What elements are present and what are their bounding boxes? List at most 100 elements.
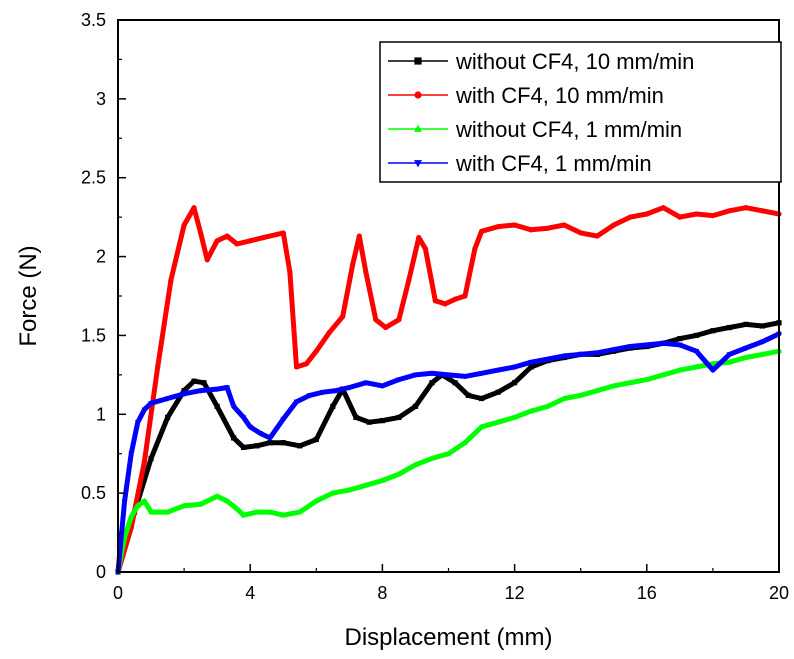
- data-point: [594, 233, 600, 239]
- data-point: [462, 374, 468, 380]
- data-point: [495, 224, 501, 230]
- data-point: [577, 392, 584, 398]
- data-point: [224, 385, 230, 391]
- data-point: [693, 349, 700, 355]
- legend-item: with CF4, 1 mm/min: [388, 151, 652, 176]
- data-point: [759, 208, 766, 214]
- data-point: [528, 227, 534, 233]
- data-point: [743, 345, 749, 352]
- data-point: [313, 348, 319, 354]
- data-point: [429, 371, 435, 377]
- data-point: [710, 212, 716, 219]
- data-point: [643, 342, 650, 349]
- data-point: [350, 261, 356, 268]
- data-point: [313, 436, 319, 443]
- x-tick-label: 12: [505, 583, 525, 603]
- x-tick-label: 8: [377, 583, 387, 603]
- data-point: [610, 382, 617, 388]
- data-point: [472, 246, 478, 252]
- data-point: [759, 351, 766, 357]
- y-axis: 0 0.5 1 1.5 2 2.5 3 3.5: [81, 10, 126, 582]
- data-point: [511, 414, 518, 420]
- data-point: [164, 414, 171, 421]
- data-point: [297, 443, 303, 449]
- data-point: [214, 403, 220, 409]
- data-point: [198, 230, 204, 236]
- data-point: [660, 205, 666, 211]
- x-axis: 0 4 8 12 16 20: [113, 564, 789, 603]
- data-point: [594, 350, 601, 356]
- data-point: [267, 440, 273, 446]
- plot-series: [115, 205, 782, 576]
- data-point: [333, 388, 339, 394]
- legend-item: without CF4, 1 mm/min: [388, 117, 682, 142]
- data-point: [422, 246, 428, 252]
- data-point: [254, 443, 260, 449]
- data-point: [429, 380, 435, 386]
- data-point: [495, 419, 501, 425]
- legend-marker: [414, 160, 422, 168]
- data-point: [396, 471, 402, 477]
- data-point: [495, 368, 501, 374]
- data-point: [627, 214, 633, 220]
- data-point: [181, 222, 187, 228]
- x-tick-label: 20: [769, 583, 789, 603]
- data-point: [168, 277, 174, 283]
- data-point: [346, 385, 353, 391]
- data-point: [726, 324, 733, 331]
- data-point: [660, 341, 667, 347]
- data-point: [280, 230, 286, 236]
- data-point: [452, 380, 458, 386]
- data-point: [379, 417, 385, 424]
- data-point: [693, 363, 700, 370]
- legend-label: with CF4, 10 mm/min: [455, 83, 664, 108]
- data-point: [611, 222, 617, 228]
- data-point: [677, 214, 683, 220]
- series-1: [115, 320, 782, 575]
- data-point: [495, 389, 501, 395]
- data-point: [363, 380, 369, 386]
- data-point: [155, 364, 161, 370]
- data-point: [141, 407, 148, 413]
- data-point: [240, 415, 247, 421]
- data-point: [478, 395, 485, 402]
- data-point: [445, 450, 452, 456]
- data-point: [396, 414, 402, 421]
- data-point: [379, 477, 386, 483]
- legend-item: with CF4, 10 mm/min: [388, 83, 664, 108]
- data-point: [577, 352, 584, 358]
- data-point: [240, 512, 247, 518]
- data-point: [224, 497, 230, 504]
- data-point: [247, 424, 254, 431]
- data-point: [287, 269, 293, 275]
- data-point: [644, 211, 650, 217]
- data-point: [511, 364, 518, 371]
- data-point: [445, 372, 452, 378]
- data-point: [677, 335, 683, 342]
- legend-label: without CF4, 1 mm/min: [455, 117, 682, 142]
- data-point: [353, 414, 359, 421]
- series-line: [115, 320, 782, 575]
- data-point: [141, 459, 148, 465]
- data-point: [128, 451, 135, 457]
- data-point: [363, 269, 369, 275]
- data-point: [759, 339, 766, 345]
- y-tick-label: 0: [96, 562, 106, 582]
- data-point: [191, 378, 197, 384]
- data-point: [693, 332, 699, 339]
- y-tick-label: 0.5: [81, 483, 106, 503]
- data-point: [214, 238, 220, 244]
- x-tick-label: 4: [245, 583, 255, 603]
- data-point: [528, 360, 534, 366]
- data-point: [726, 352, 733, 358]
- y-tick-label: 2.5: [81, 168, 106, 188]
- x-axis-title: Displacement (mm): [344, 624, 552, 651]
- x-tick-label: 16: [637, 583, 657, 603]
- data-point: [280, 416, 287, 423]
- legend-label: without CF4, 10 mm/min: [455, 49, 694, 74]
- y-axis-title: Force (N): [15, 245, 42, 346]
- data-point: [676, 342, 683, 349]
- data-point: [141, 497, 148, 504]
- data-point: [330, 403, 336, 409]
